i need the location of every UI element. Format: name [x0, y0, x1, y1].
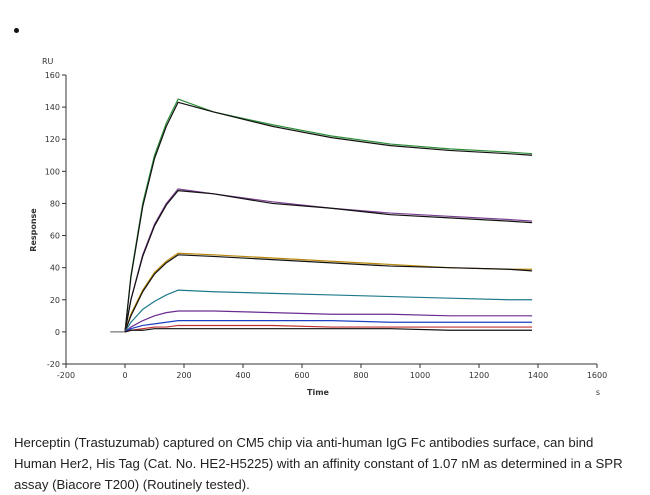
y-tick-label: 160	[45, 71, 60, 80]
series-line-2	[124, 101, 533, 332]
x-tick-label: 400	[235, 371, 250, 380]
x-tick-label: 1200	[469, 371, 489, 380]
y-tick-label: -20	[47, 360, 60, 369]
x-tick-label: 1400	[528, 371, 548, 380]
y-tick-label: 100	[45, 167, 60, 176]
series-line-1	[124, 98, 533, 332]
y-tick-label: 40	[50, 264, 60, 273]
series-line-10	[124, 324, 533, 333]
bullet-marker	[14, 28, 19, 33]
figure-caption: Herceptin (Trastuzumab) captured on CM5 …	[14, 435, 623, 492]
series-line-8	[124, 310, 533, 333]
y-tick-label: 60	[50, 232, 60, 241]
series-line-9	[124, 320, 533, 333]
x-tick-label: 600	[294, 371, 309, 380]
x-axis-title: Time	[307, 388, 330, 397]
x-tick-label: 1000	[410, 371, 430, 380]
x-tick-label: -200	[57, 371, 75, 380]
series-line-4	[124, 190, 533, 332]
series-line-6	[124, 254, 533, 333]
series-line-7	[124, 289, 533, 333]
y-axis-title: Response	[29, 208, 38, 252]
y-tick-label: 20	[50, 296, 60, 305]
x-tick-label: 1600	[587, 371, 607, 380]
chart-series-layer	[110, 98, 533, 333]
y-tick-label: 80	[50, 199, 60, 208]
series-line-11	[124, 328, 533, 333]
y-tick-label: 140	[45, 103, 60, 112]
x-unit-label: s	[596, 388, 600, 397]
x-tick-label: 800	[353, 371, 368, 380]
x-tick-label: 0	[122, 371, 127, 380]
y-tick-label: 120	[45, 135, 60, 144]
x-tick-label: 200	[176, 371, 191, 380]
y-tick-label: 0	[55, 328, 60, 337]
y-unit-label: RU	[42, 57, 54, 66]
